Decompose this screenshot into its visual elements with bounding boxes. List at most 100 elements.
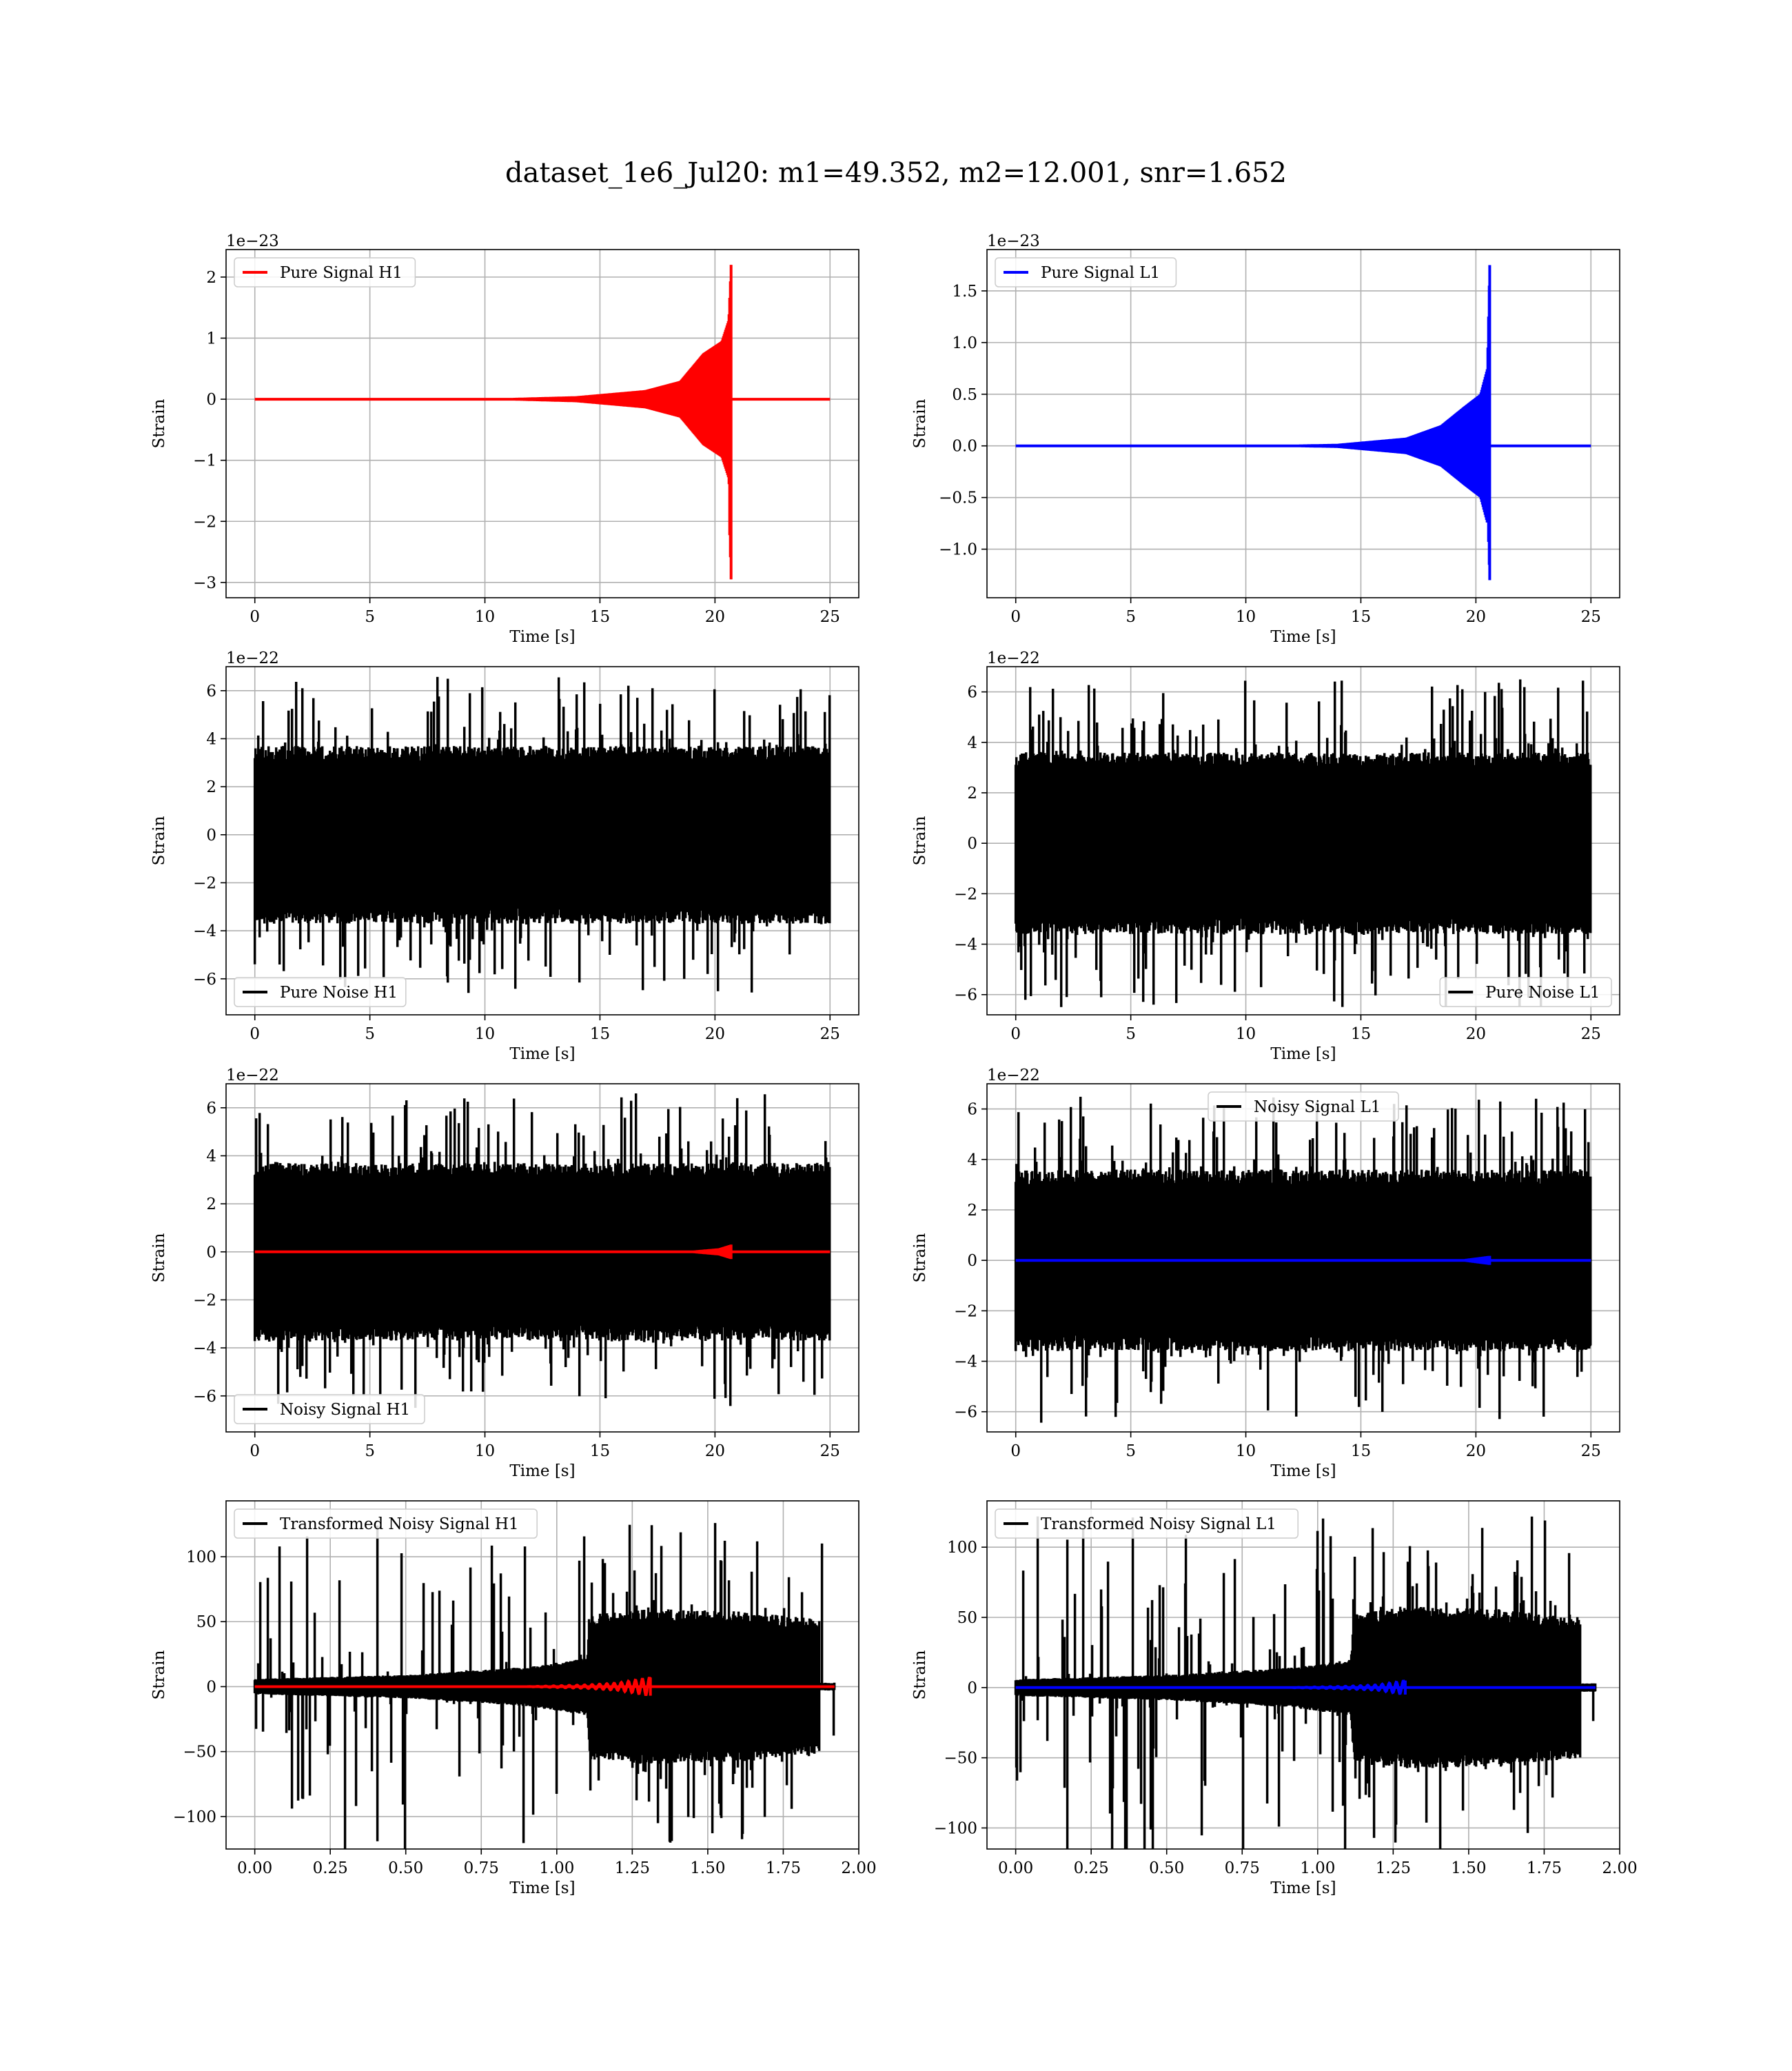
data-area <box>253 1093 831 1408</box>
x-tick-label: 1.25 <box>615 1859 650 1877</box>
y-tick-label: 0 <box>967 1679 977 1697</box>
y-axis-label: Strain <box>150 1233 168 1282</box>
axis-offset-text: 1e−23 <box>226 232 279 250</box>
y-tick-label: −6 <box>954 1404 977 1422</box>
x-tick-label: 1.25 <box>1376 1859 1411 1877</box>
legend: Pure Signal H1 <box>234 257 416 287</box>
y-tick-label: 0 <box>206 827 216 845</box>
x-tick-label: 5 <box>1126 608 1136 626</box>
legend-label: Pure Noise H1 <box>280 984 398 1002</box>
y-tick-label: −50 <box>944 1750 977 1768</box>
x-tick-label: 0.75 <box>464 1859 499 1877</box>
x-tick-label: 2.00 <box>841 1859 876 1877</box>
y-tick-label: 0 <box>967 835 977 853</box>
y-tick-label: −4 <box>954 1353 977 1371</box>
legend: Pure Noise H1 <box>234 977 407 1007</box>
legend-box <box>234 1394 425 1424</box>
chart-panel-5: 0 5 10 15 20 25 −6 −4 −2 0 2 4 6 Time [s] Strain 1e−22 N… <box>150 1067 859 1480</box>
series-pure-noise-l1 <box>1014 679 1592 1007</box>
x-tick-label: 25 <box>820 608 840 626</box>
chart-panel-2: 0 5 10 15 20 25 −1.0 −0.5 0.0 0.5 1.0 1.5 Time [s] St… <box>911 232 1620 646</box>
x-tick-label: 20 <box>705 608 725 626</box>
y-axis-label: Strain <box>911 1233 929 1282</box>
data-area <box>253 676 831 993</box>
y-tick-label: −3 <box>193 574 216 592</box>
legend: Transformed Noisy Signal L1 <box>995 1508 1299 1539</box>
chart-panel-4: 0 5 10 15 20 25 −6 −4 −2 0 2 4 6 Time [s] Strain 1e−22 P… <box>911 649 1620 1063</box>
legend: Noisy Signal L1 <box>1208 1091 1399 1122</box>
x-tick-label: 0 <box>1010 1442 1021 1460</box>
x-tick-label: 15 <box>590 1442 610 1460</box>
legend-box <box>1439 977 1612 1007</box>
x-tick-label: 0 <box>1010 1025 1021 1043</box>
y-tick-label: −6 <box>954 987 977 1004</box>
y-tick-label: −2 <box>954 1302 977 1320</box>
x-tick-label: 0.00 <box>237 1859 272 1877</box>
x-axis-label: Time [s] <box>509 628 575 646</box>
x-tick-label: 20 <box>1466 608 1486 626</box>
x-tick-label: 20 <box>705 1442 725 1460</box>
y-tick-label: −0.5 <box>939 489 977 507</box>
x-tick-label: 10 <box>1236 1442 1256 1460</box>
x-tick-label: 10 <box>475 608 495 626</box>
y-tick-label: 4 <box>967 1151 977 1169</box>
legend-box <box>995 257 1177 287</box>
legend-label: Transformed Noisy Signal H1 <box>280 1515 519 1533</box>
legend-box <box>234 977 407 1007</box>
data-area <box>1015 265 1591 580</box>
x-axis-label: Time [s] <box>1270 628 1336 646</box>
x-tick-label: 0.50 <box>388 1859 423 1877</box>
axes-frame <box>986 1500 1620 1850</box>
x-tick-label: 20 <box>705 1025 725 1043</box>
chart-panel-8: 0.00 0.25 0.50 0.75 1.00 1.25 1.50 1.75 2.00 −100… <box>911 1500 1638 1897</box>
data-area <box>1014 679 1592 1007</box>
x-tick-label: 25 <box>820 1025 840 1043</box>
x-tick-label: 0.00 <box>998 1859 1033 1877</box>
y-tick-label: −100 <box>173 1808 216 1826</box>
x-tick-label: 1.75 <box>1527 1859 1562 1877</box>
x-axis-label: Time [s] <box>1270 1879 1336 1897</box>
x-axis-label: Time [s] <box>509 1462 575 1480</box>
y-tick-label: 2 <box>967 785 977 802</box>
series-pure-signal-l1 <box>1015 265 1591 580</box>
y-tick-label: −6 <box>193 971 216 989</box>
legend: Pure Signal L1 <box>995 257 1177 287</box>
y-tick-label: −6 <box>193 1388 216 1406</box>
x-tick-label: 0.75 <box>1225 1859 1260 1877</box>
x-axis-label: Time [s] <box>1270 1045 1336 1063</box>
x-tick-label: 10 <box>475 1025 495 1043</box>
x-tick-label: 15 <box>1351 1025 1371 1043</box>
y-tick-label: 6 <box>206 683 216 700</box>
y-tick-label: 0.0 <box>952 438 977 456</box>
y-tick-label: 1.5 <box>952 283 977 301</box>
y-tick-label: 100 <box>947 1539 977 1557</box>
x-tick-label: 10 <box>1236 1025 1256 1043</box>
data-area <box>253 1523 836 1849</box>
x-tick-label: 10 <box>475 1442 495 1460</box>
x-tick-label: 5 <box>1126 1025 1136 1043</box>
series-pure-noise-h1 <box>253 676 831 993</box>
axis-offset-text: 1e−23 <box>987 232 1040 250</box>
legend: Noisy Signal H1 <box>234 1394 425 1424</box>
data-area <box>254 265 831 580</box>
legend-label: Pure Signal H1 <box>280 264 403 282</box>
y-axis-label: Strain <box>150 816 168 865</box>
y-tick-label: 6 <box>967 684 977 702</box>
y-axis-label: Strain <box>150 398 168 448</box>
y-tick-label: 50 <box>196 1613 216 1631</box>
y-axis-label: Strain <box>911 816 929 865</box>
y-tick-label: 1 <box>206 330 216 347</box>
series-overlay-1 <box>254 1677 835 1696</box>
legend-label: Noisy Signal L1 <box>1254 1098 1381 1116</box>
legend-box <box>234 257 416 287</box>
x-tick-label: 15 <box>1351 608 1371 626</box>
y-axis-label: Strain <box>911 398 929 448</box>
x-tick-label: 25 <box>820 1442 840 1460</box>
y-tick-label: 100 <box>186 1548 216 1566</box>
y-tick-label: 4 <box>206 730 216 748</box>
y-tick-label: −2 <box>193 1291 216 1309</box>
y-tick-label: −2 <box>193 874 216 892</box>
figure-title: dataset_1e6_Jul20: m1=49.352, m2=12.001,… <box>505 157 1287 189</box>
legend-box <box>234 1508 538 1539</box>
